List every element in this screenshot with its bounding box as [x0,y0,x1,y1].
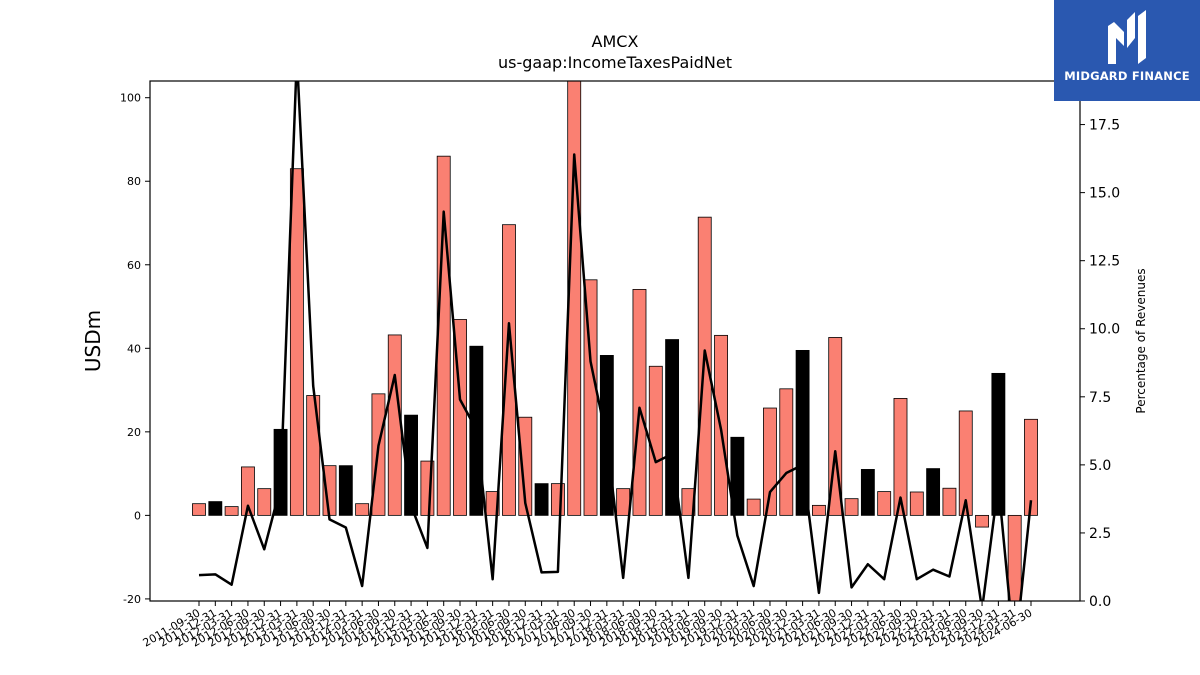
bar [209,502,222,516]
chart-title: AMCX [150,32,1080,51]
bar [878,492,891,516]
bar [225,507,238,516]
line-series-group [199,57,1031,656]
brand-name: MIDGARD FINANCE [1054,69,1200,83]
bar [943,488,956,515]
y2-axis-label: Percentage of Revenues [1134,268,1148,413]
bar [927,469,940,516]
bar [192,504,205,516]
y2-tick-label: 0.0 [1089,594,1111,610]
y-axis-label: USDm [81,310,105,372]
chart: -20 0 20 40 60 80 100 0.0 2.5 5.0 7.5 10.0 12.5 15.0 1… [0,0,1200,675]
y2-tick-label: 15.0 [1089,186,1120,202]
bar [910,492,923,515]
bar [780,389,793,516]
y2-tick-label: 2.5 [1089,526,1111,542]
bar [437,156,450,515]
y-tick-label: 60 [127,259,141,272]
bar [388,335,401,515]
brand-logo: MIDGARD FINANCE [1054,0,1200,101]
y-tick-label: 40 [127,342,141,355]
y2-tick-label: 12.5 [1089,254,1120,270]
line-series [199,57,1031,656]
bar [861,469,874,515]
bar [747,499,760,515]
chart-subtitle: us-gaap:IncomeTaxesPaidNet [150,53,1080,72]
bar [1008,515,1021,607]
midgard-logo-icon [1102,8,1152,66]
bar [845,499,858,516]
y-tick-label: 80 [127,175,141,188]
bar [649,366,662,515]
plot-frame [150,81,1080,601]
y-tick-label: 20 [127,426,141,439]
bar [535,484,548,516]
bar [258,489,271,516]
y2-tick-label: 7.5 [1089,390,1111,406]
y2-tick-label: 10.0 [1089,322,1120,338]
bar [812,505,825,515]
y-tick-label: -20 [123,593,141,606]
bar [551,484,564,516]
bar [976,515,989,527]
bar-series [192,73,1037,608]
bar [339,466,352,516]
bar [617,489,630,516]
y-tick-label: 0 [134,509,141,522]
y2-tick-label: 5.0 [1089,458,1111,474]
y-tick-label: 100 [120,92,141,105]
y2-tick-label: 17.5 [1089,118,1120,134]
bar [633,289,646,515]
bar [356,504,369,516]
bar [796,350,809,515]
bar [290,169,303,516]
